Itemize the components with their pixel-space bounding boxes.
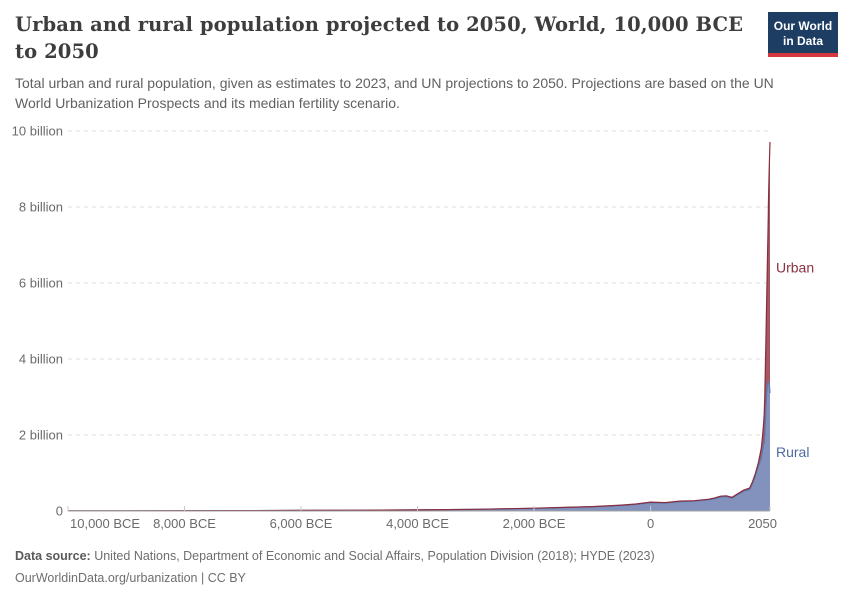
x-axis-label: 4,000 BCE [386,516,449,531]
attribution-link[interactable]: OurWorldinData.org/urbanization | CC BY [15,570,246,585]
owid-logo[interactable]: Our World in Data [768,12,838,58]
rural-area [68,380,770,511]
data-source-text: United Nations, Department of Economic a… [90,549,655,563]
data-source-line: Data source: United Nations, Department … [15,546,835,568]
series-label-rural: Rural [776,444,809,460]
y-axis-label: 8 billion [19,200,63,215]
y-axis-label: 6 billion [19,276,63,291]
y-axis-label: 2 billion [19,428,63,443]
chart-subtitle: Total urban and rural population, given … [15,75,774,111]
y-axis-label: 0 [56,504,63,519]
chart-footer: Data source: United Nations, Department … [15,546,835,589]
x-axis-label: 0 [647,516,654,531]
x-axis-label: 8,000 BCE [153,516,216,531]
page-title: Urban and rural population projected to … [15,13,744,63]
x-axis-label: 2050 [748,516,777,531]
data-source-label: Data source: [15,549,91,563]
x-axis-label: 6,000 BCE [270,516,333,531]
urban-area [68,142,770,511]
urban-line [68,141,771,512]
y-axis-label: 10 billion [12,124,63,139]
series-label-urban: Urban [776,260,814,276]
x-axis-label: 2,000 BCE [503,516,566,531]
y-axis-label: 4 billion [19,352,63,367]
x-axis-label: 10,000 BCE [70,516,140,531]
logo-line-2: in Data [782,33,823,48]
rural-line [68,380,771,512]
logo-line-1: Our World [773,19,833,33]
